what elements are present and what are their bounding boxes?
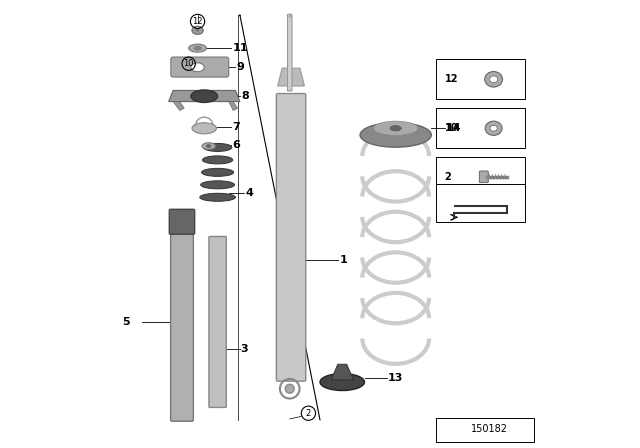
FancyBboxPatch shape: [171, 214, 193, 421]
Ellipse shape: [194, 46, 201, 50]
Ellipse shape: [191, 90, 218, 103]
Ellipse shape: [485, 121, 502, 135]
Ellipse shape: [204, 143, 232, 151]
FancyBboxPatch shape: [479, 171, 488, 183]
Text: 12: 12: [445, 74, 458, 84]
Ellipse shape: [201, 181, 234, 189]
Text: 7: 7: [232, 122, 239, 132]
Ellipse shape: [192, 26, 203, 34]
Polygon shape: [278, 68, 305, 86]
Ellipse shape: [202, 143, 216, 150]
Text: 8: 8: [241, 91, 249, 101]
Text: 5: 5: [122, 317, 129, 327]
Text: 1: 1: [340, 254, 348, 265]
Circle shape: [285, 384, 294, 393]
Polygon shape: [228, 102, 237, 111]
Polygon shape: [173, 102, 184, 111]
Polygon shape: [331, 364, 353, 380]
Ellipse shape: [390, 125, 401, 131]
Text: 10: 10: [445, 123, 458, 133]
FancyBboxPatch shape: [209, 237, 227, 407]
Ellipse shape: [207, 145, 211, 147]
Text: 150182: 150182: [470, 424, 508, 434]
Text: 13: 13: [388, 373, 403, 383]
Text: 2: 2: [306, 409, 311, 418]
Ellipse shape: [360, 123, 431, 147]
Ellipse shape: [320, 374, 365, 391]
Text: 11: 11: [232, 43, 248, 53]
Text: 4: 4: [246, 188, 253, 198]
FancyBboxPatch shape: [436, 157, 525, 197]
Text: 12: 12: [192, 17, 203, 26]
FancyBboxPatch shape: [276, 94, 306, 381]
Bar: [436, 418, 534, 442]
Ellipse shape: [189, 44, 207, 52]
FancyBboxPatch shape: [436, 108, 525, 148]
Text: 10: 10: [184, 59, 194, 68]
Text: 9: 9: [237, 62, 244, 72]
Text: 6: 6: [232, 140, 240, 150]
Ellipse shape: [192, 123, 216, 134]
Ellipse shape: [373, 121, 418, 135]
Text: 2: 2: [445, 172, 451, 182]
Ellipse shape: [202, 156, 233, 164]
FancyBboxPatch shape: [436, 184, 525, 222]
Ellipse shape: [490, 76, 498, 82]
FancyBboxPatch shape: [171, 57, 228, 77]
FancyBboxPatch shape: [170, 209, 195, 234]
FancyBboxPatch shape: [436, 59, 525, 99]
Ellipse shape: [484, 72, 502, 87]
FancyBboxPatch shape: [287, 14, 292, 91]
Ellipse shape: [202, 168, 234, 177]
Text: 14: 14: [446, 123, 461, 133]
Ellipse shape: [490, 125, 497, 131]
Polygon shape: [168, 90, 240, 102]
Text: 3: 3: [241, 344, 248, 353]
Ellipse shape: [200, 193, 236, 201]
Ellipse shape: [191, 63, 204, 72]
